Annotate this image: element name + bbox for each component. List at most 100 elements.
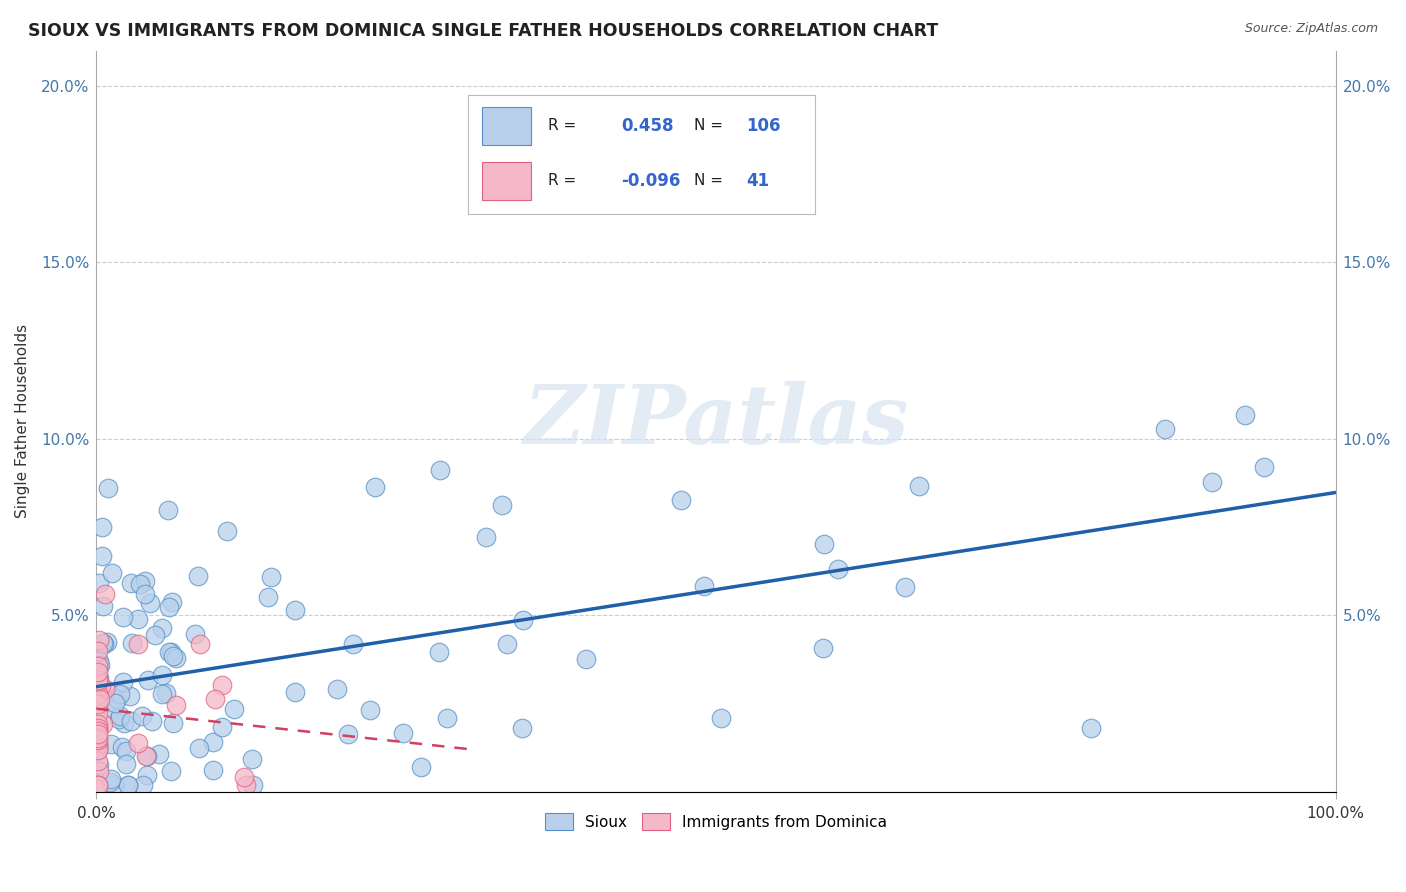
Point <box>201 735 224 749</box>
Point <box>100 772 122 786</box>
Point <box>86 778 108 792</box>
Point <box>112 674 135 689</box>
Point <box>894 580 917 594</box>
Point <box>1201 475 1223 489</box>
Point <box>491 499 513 513</box>
Point <box>411 760 433 774</box>
Point <box>120 689 142 703</box>
Point <box>86 685 108 699</box>
Point <box>87 688 110 702</box>
Point <box>117 778 139 792</box>
Point <box>94 587 117 601</box>
Point <box>325 682 347 697</box>
Point <box>693 579 716 593</box>
Point <box>188 741 211 756</box>
Point <box>157 599 180 614</box>
Point <box>152 621 174 635</box>
Point <box>160 595 183 609</box>
Point <box>148 747 170 762</box>
Point <box>201 764 224 778</box>
Point <box>284 685 307 699</box>
Point <box>127 637 149 651</box>
Point <box>91 599 114 614</box>
Point <box>127 612 149 626</box>
Point <box>97 481 120 495</box>
Point <box>108 687 131 701</box>
Point <box>86 687 108 701</box>
Point <box>512 614 534 628</box>
Point <box>136 748 159 763</box>
Point <box>87 576 110 591</box>
Point <box>510 721 533 735</box>
Point <box>86 733 108 747</box>
Point <box>134 574 156 588</box>
Legend: Sioux, Immigrants from Dominica: Sioux, Immigrants from Dominica <box>538 807 893 836</box>
Point <box>86 723 108 738</box>
Point <box>86 743 108 757</box>
Point <box>86 731 108 745</box>
Point <box>474 530 496 544</box>
Point <box>359 703 381 717</box>
Point <box>217 524 239 539</box>
Point <box>86 658 108 673</box>
Point <box>157 503 180 517</box>
Point <box>86 721 108 735</box>
Point <box>86 673 108 687</box>
Point <box>139 597 162 611</box>
Point <box>86 754 108 768</box>
Point <box>134 586 156 600</box>
Point <box>1153 422 1175 436</box>
Point <box>907 478 929 492</box>
Text: SIOUX VS IMMIGRANTS FROM DOMINICA SINGLE FATHER HOUSEHOLDS CORRELATION CHART: SIOUX VS IMMIGRANTS FROM DOMINICA SINGLE… <box>28 22 938 40</box>
Point <box>114 757 136 772</box>
Point <box>204 692 226 706</box>
Point <box>342 637 364 651</box>
Point <box>91 549 114 564</box>
Point <box>86 643 108 657</box>
Point <box>392 726 415 740</box>
Point <box>86 727 108 741</box>
Point <box>136 673 159 688</box>
Point <box>187 569 209 583</box>
Point <box>129 576 152 591</box>
Point <box>240 752 263 766</box>
Point <box>575 651 598 665</box>
Point <box>111 610 134 624</box>
Point <box>165 698 187 712</box>
Point <box>242 778 264 792</box>
Point <box>364 480 387 494</box>
Point <box>150 687 173 701</box>
Point <box>93 637 115 651</box>
Point <box>190 637 212 651</box>
Point <box>91 717 114 731</box>
Point <box>1253 460 1275 475</box>
Point <box>159 764 181 779</box>
Point <box>429 463 451 477</box>
Point <box>284 603 307 617</box>
Point <box>89 657 111 672</box>
Point <box>87 758 110 772</box>
Point <box>131 709 153 723</box>
Point <box>121 636 143 650</box>
Point <box>336 727 359 741</box>
Point <box>671 493 693 508</box>
Point <box>96 635 118 649</box>
Point <box>86 698 108 712</box>
Point <box>427 645 450 659</box>
Point <box>86 716 108 731</box>
Point <box>150 667 173 681</box>
Point <box>100 737 122 751</box>
Point <box>86 674 108 689</box>
Point <box>235 778 257 792</box>
Point <box>162 716 184 731</box>
Point <box>108 709 131 723</box>
Point <box>710 711 733 725</box>
Point <box>120 714 142 729</box>
Point <box>86 778 108 792</box>
Point <box>86 671 108 685</box>
Point <box>87 671 110 685</box>
Point <box>827 562 849 576</box>
Point <box>91 520 114 534</box>
Point <box>155 686 177 700</box>
Point <box>162 648 184 663</box>
